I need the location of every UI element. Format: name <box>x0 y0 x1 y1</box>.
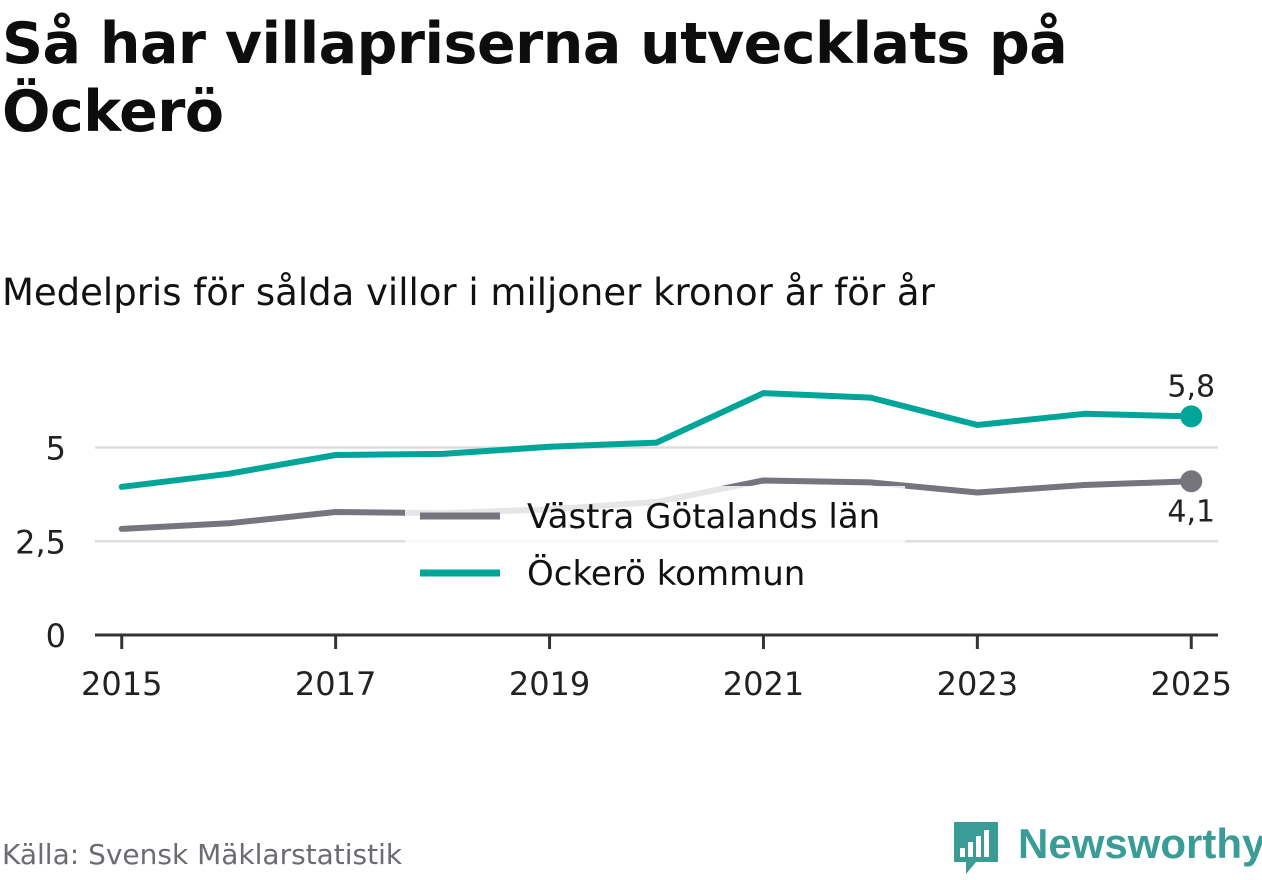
end-label-0: 4,1 <box>1167 494 1215 529</box>
bar-chart-icon <box>954 822 998 874</box>
y-tick-label: 2,5 <box>15 523 66 561</box>
end-labels: 4,1 5,8 <box>1167 369 1215 529</box>
chart-subtitle: Medelpris för sålda villor i miljoner kr… <box>2 271 935 314</box>
newsworthy-logo[interactable]: Newsworthy <box>950 818 1262 880</box>
x-axis: 2015 2017 2019 2021 2023 2025 <box>81 633 1232 703</box>
end-point-1 <box>1180 405 1203 428</box>
legend-label-0: Västra Götalands län <box>527 497 880 537</box>
x-tick-label: 2017 <box>295 665 376 703</box>
legend: Västra Götalands län Öckerö kommun <box>405 486 905 594</box>
x-tick-label: 2023 <box>937 665 1018 703</box>
end-label-1: 5,8 <box>1167 369 1215 404</box>
y-tick-label: 0 <box>46 617 66 655</box>
brand-name: Newsworthy <box>1018 820 1262 867</box>
legend-label-1: Öckerö kommun <box>527 553 805 594</box>
x-tick-label: 2015 <box>81 665 162 703</box>
y-axis-labels: 02,55 <box>15 430 66 656</box>
end-point-0 <box>1180 470 1203 493</box>
page-title: Så har villapriserna utvecklats på Öcker… <box>2 11 1068 145</box>
y-tick-label: 5 <box>46 430 66 468</box>
series-line-1 <box>118 390 1195 490</box>
x-tick-label: 2025 <box>1151 665 1232 703</box>
source-note: Källa: Svensk Mäklarstatistik <box>2 838 403 871</box>
x-tick-label: 2019 <box>509 665 590 703</box>
x-tick-label: 2021 <box>723 665 804 703</box>
